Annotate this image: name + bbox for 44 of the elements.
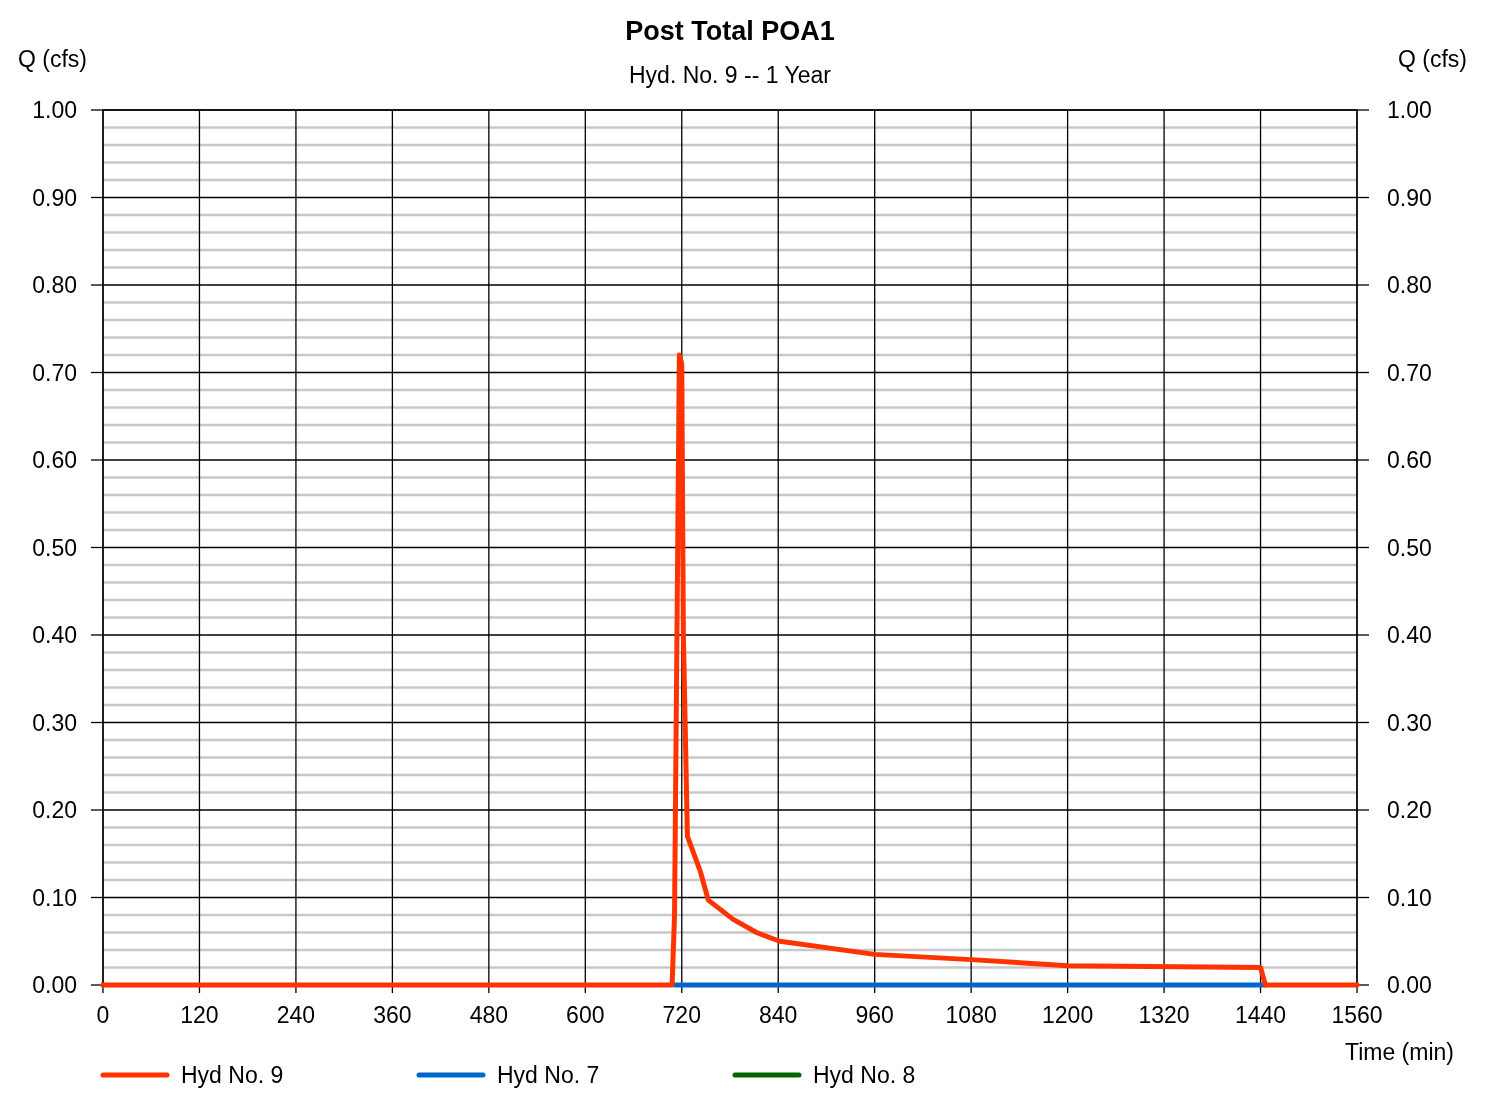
legend-label: Hyd No. 7 [497, 1062, 600, 1088]
x-tick-label: 120 [180, 1002, 219, 1028]
y2-tick-label: 0.80 [1387, 272, 1432, 298]
y2-tick-label: 0.30 [1387, 709, 1432, 736]
x-tick-label: 1560 [1331, 1002, 1383, 1028]
chart-title: Post Total POA1 [625, 16, 835, 46]
y-tick-label: 1.00 [32, 97, 77, 123]
x-tick-label: 1320 [1138, 1002, 1190, 1028]
x-tick-label: 240 [276, 1002, 316, 1028]
x-tick-label: 840 [759, 1002, 798, 1028]
y-tick-label: 0.90 [32, 184, 77, 211]
y-tick-label: 0.30 [32, 709, 77, 736]
y2-tick-label: 0.10 [1387, 884, 1432, 911]
y-tick-label: 0.10 [32, 884, 77, 911]
y-tick-label: 0.60 [32, 447, 77, 473]
x-tick-label: 480 [469, 1002, 509, 1028]
y-tick-label: 0.20 [32, 797, 77, 823]
legend-label: Hyd No. 9 [181, 1062, 284, 1088]
x-tick-label: 1080 [945, 1002, 997, 1028]
x-tick-label: 600 [566, 1002, 605, 1028]
y-tick-label: 0.50 [32, 534, 77, 561]
x-axis-title: Time (min) [1344, 1039, 1454, 1065]
y2-tick-label: 0.60 [1387, 447, 1432, 473]
x-tick-label: 1440 [1234, 1002, 1287, 1028]
legend-label: Hyd No. 8 [813, 1062, 916, 1088]
y-axis-title: Q (cfs) [18, 46, 87, 72]
y-tick-label: 0.00 [32, 972, 77, 998]
x-tick-label: 720 [662, 1002, 701, 1028]
y2-tick-label: 0.70 [1387, 359, 1432, 386]
y-tick-label: 0.70 [32, 359, 77, 386]
y-tick-label: 0.80 [32, 272, 77, 298]
y2-tick-label: 1.00 [1387, 97, 1432, 123]
x-tick-label: 360 [373, 1002, 412, 1028]
x-tick-label: 960 [855, 1002, 894, 1028]
y2-tick-label: 0.90 [1387, 184, 1432, 211]
x-tick-label: 0 [96, 1002, 110, 1028]
y2-tick-label: 0.00 [1387, 972, 1432, 998]
y2-tick-label: 0.40 [1387, 622, 1432, 648]
y2-axis-title: Q (cfs) [1398, 46, 1467, 72]
chart-subtitle: Hyd. No. 9 -- 1 Year [629, 62, 832, 88]
x-tick-label: 1200 [1042, 1002, 1094, 1028]
y2-tick-label: 0.20 [1387, 797, 1432, 823]
y-tick-label: 0.40 [32, 622, 77, 648]
y2-tick-label: 0.50 [1387, 534, 1432, 561]
